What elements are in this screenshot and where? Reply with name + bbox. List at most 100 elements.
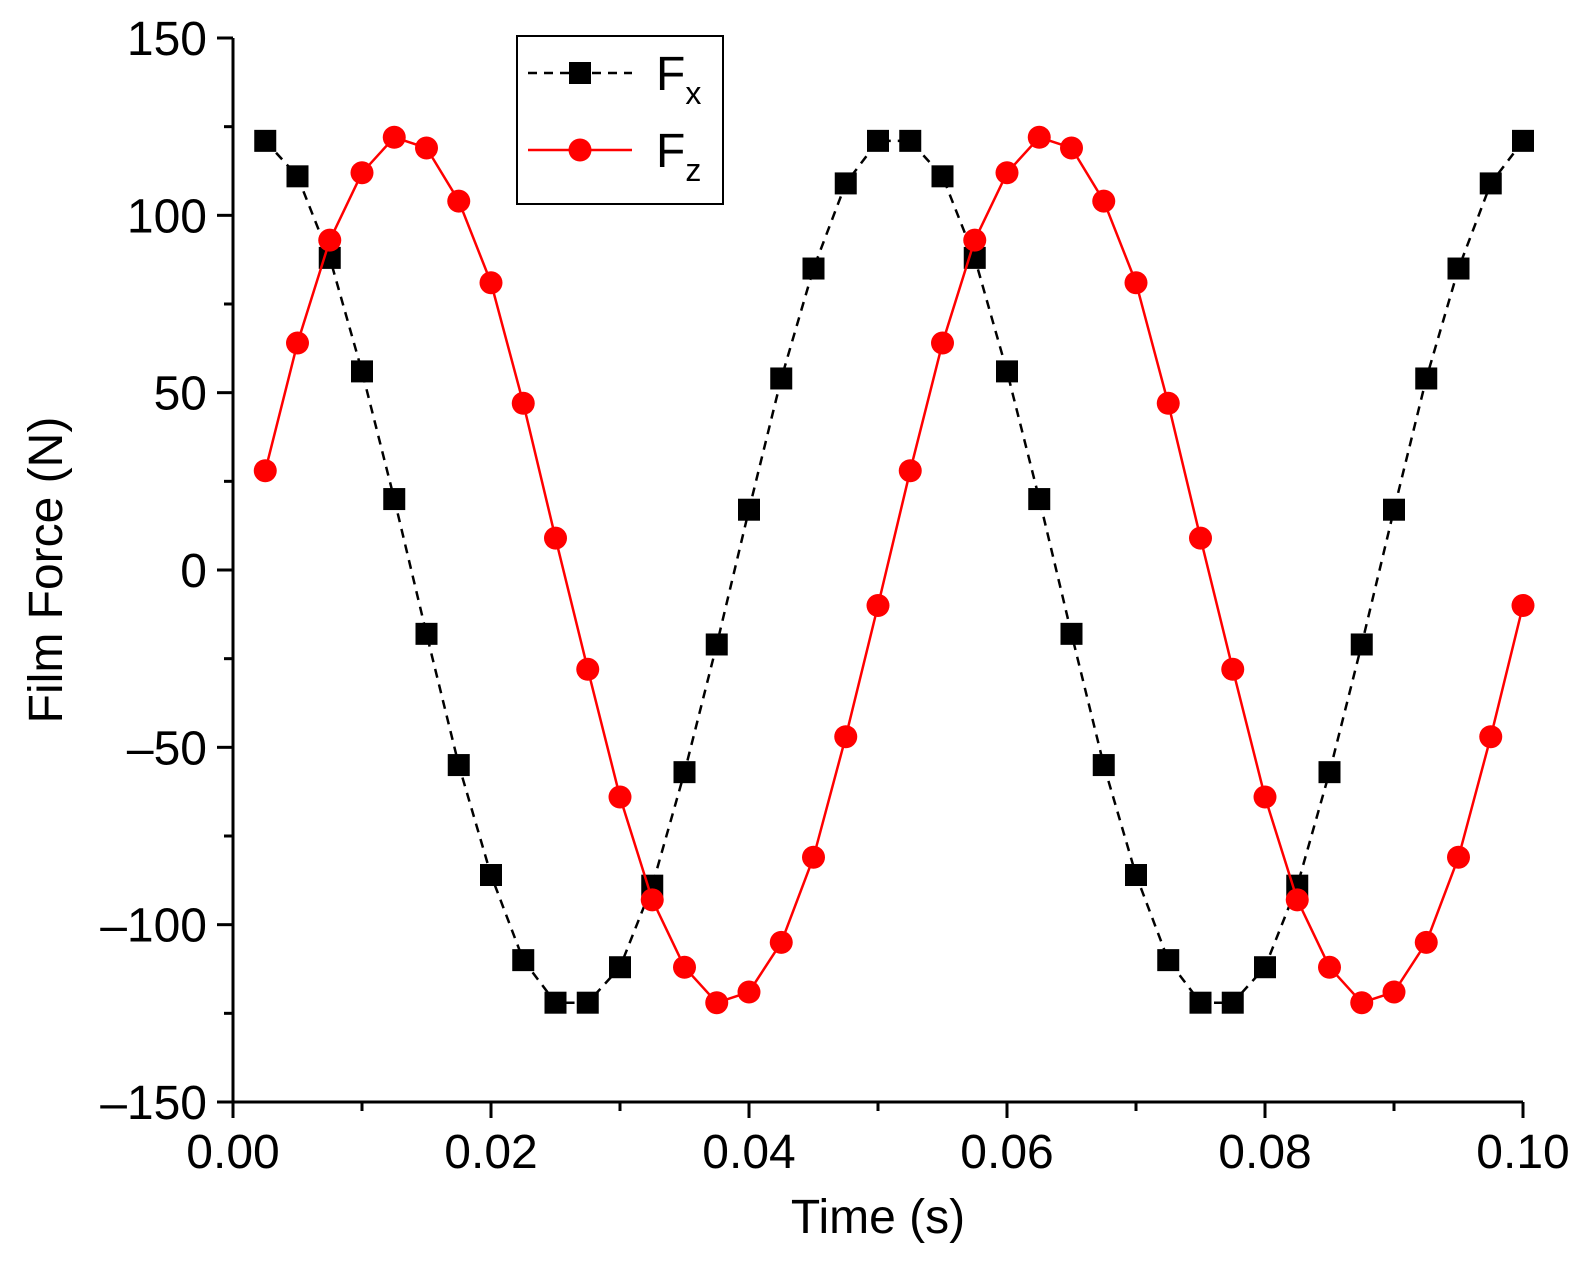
data-point (963, 246, 986, 269)
data-point (1383, 498, 1405, 521)
data-point (996, 360, 1018, 383)
x-tick-label: 0.04 (702, 1126, 795, 1179)
data-point (1253, 785, 1277, 809)
data-point (318, 246, 341, 269)
data-point (899, 129, 922, 152)
data-point (382, 125, 406, 149)
y-tick-label: 150 (127, 13, 207, 66)
data-point (1028, 488, 1051, 511)
data-point (1318, 761, 1341, 784)
data-point (1512, 129, 1534, 152)
data-point (544, 526, 567, 550)
data-point (351, 360, 373, 383)
data-point (769, 930, 793, 954)
data-point (1414, 930, 1438, 954)
data-point (737, 980, 761, 1004)
series-line (264, 135, 1525, 1005)
axes: –150 –100 –50 0 50 100 150 0.00 0.02 0.04 0.06 0.08… (100, 13, 1569, 1179)
data-point (318, 228, 342, 252)
data-point (286, 331, 309, 355)
data-point (286, 165, 309, 188)
x-tick-label: 0.06 (960, 1126, 1053, 1179)
data-point (1382, 980, 1406, 1004)
data-point (1092, 754, 1115, 777)
data-point (931, 331, 954, 355)
y-tick-label: –100 (100, 900, 207, 953)
data-point (705, 991, 729, 1015)
data-point (1221, 991, 1244, 1014)
data-point (802, 257, 825, 280)
data-point (1221, 657, 1245, 681)
data-point (1060, 136, 1083, 160)
series-line (264, 139, 1524, 1004)
legend-marker (569, 62, 591, 84)
series-fx (254, 129, 1534, 1014)
data-point (834, 725, 858, 749)
data-point (576, 991, 599, 1014)
data-point (1157, 949, 1180, 972)
data-point (1285, 888, 1309, 912)
data-point (738, 498, 760, 521)
data-point (673, 955, 696, 979)
legend-label-subscript: z (685, 152, 701, 188)
data-point (1092, 189, 1116, 213)
data-point (640, 888, 664, 912)
data-point (1350, 633, 1373, 656)
series-fz (253, 125, 1535, 1015)
data-point (770, 367, 793, 390)
data-point (834, 172, 857, 195)
data-point (802, 845, 825, 869)
data-point (479, 271, 503, 295)
data-point (350, 161, 374, 185)
data-point (866, 593, 890, 617)
data-point (447, 754, 470, 777)
data-point (867, 129, 889, 152)
legend-marker (568, 138, 592, 162)
data-point (1189, 526, 1212, 550)
data-point (1156, 391, 1180, 415)
data-point (1447, 845, 1470, 869)
data-point (1027, 125, 1051, 149)
data-point (1124, 271, 1148, 295)
x-tick-label: 0.02 (444, 1126, 537, 1179)
data-point (1479, 725, 1503, 749)
y-tick-label: 50 (154, 368, 207, 421)
data-point (1447, 257, 1470, 280)
x-axis-title: Time (s) (791, 1191, 965, 1244)
data-point (480, 864, 502, 887)
data-point (254, 129, 277, 152)
y-tick-label: 100 (127, 190, 207, 243)
x-tick-label: 0.00 (186, 1126, 279, 1179)
data-point (415, 136, 438, 160)
data-point (1350, 991, 1374, 1015)
data-point (415, 622, 438, 645)
data-point (963, 228, 987, 252)
data-point (608, 785, 632, 809)
data-point (253, 459, 277, 483)
data-point (673, 761, 696, 784)
data-point (511, 391, 535, 415)
data-point (995, 161, 1019, 185)
y-tick-label: –150 (100, 1077, 207, 1130)
data-point (383, 488, 406, 511)
legend-label-subscript: x (685, 75, 701, 111)
data-point (898, 459, 922, 483)
data-point (1125, 864, 1147, 887)
data-point (1318, 955, 1341, 979)
data-point (609, 956, 631, 979)
data-point (1415, 367, 1438, 390)
data-point (447, 189, 471, 213)
y-tick-label: 0 (180, 545, 207, 598)
data-point (512, 949, 535, 972)
data-point (1060, 622, 1083, 645)
data-point (931, 165, 954, 188)
data-point (1511, 593, 1535, 617)
y-axis-title: Film Force (N) (20, 417, 73, 724)
data-point (705, 633, 728, 656)
data-point (576, 657, 600, 681)
series-layer (253, 125, 1535, 1015)
y-tick-label: –50 (127, 722, 207, 775)
x-tick-label: 0.10 (1476, 1126, 1569, 1179)
